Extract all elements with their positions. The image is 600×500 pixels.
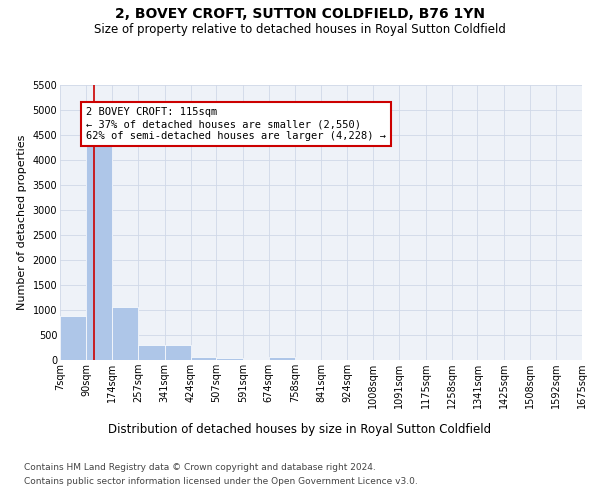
Text: Contains HM Land Registry data © Crown copyright and database right 2024.: Contains HM Land Registry data © Crown c…	[24, 462, 376, 471]
Text: 2, BOVEY CROFT, SUTTON COLDFIELD, B76 1YN: 2, BOVEY CROFT, SUTTON COLDFIELD, B76 1Y…	[115, 8, 485, 22]
Text: Contains public sector information licensed under the Open Government Licence v3: Contains public sector information licen…	[24, 478, 418, 486]
Text: 2 BOVEY CROFT: 115sqm
← 37% of detached houses are smaller (2,550)
62% of semi-d: 2 BOVEY CROFT: 115sqm ← 37% of detached …	[86, 108, 386, 140]
Bar	[112, 307, 138, 360]
Bar	[164, 345, 191, 360]
Bar	[269, 357, 295, 360]
Text: Distribution of detached houses by size in Royal Sutton Coldfield: Distribution of detached houses by size …	[109, 422, 491, 436]
Bar	[86, 133, 112, 360]
Y-axis label: Number of detached properties: Number of detached properties	[17, 135, 27, 310]
Text: Size of property relative to detached houses in Royal Sutton Coldfield: Size of property relative to detached ho…	[94, 22, 506, 36]
Bar	[217, 358, 243, 360]
Bar	[60, 316, 86, 360]
Bar	[191, 356, 217, 360]
Bar	[138, 345, 164, 360]
